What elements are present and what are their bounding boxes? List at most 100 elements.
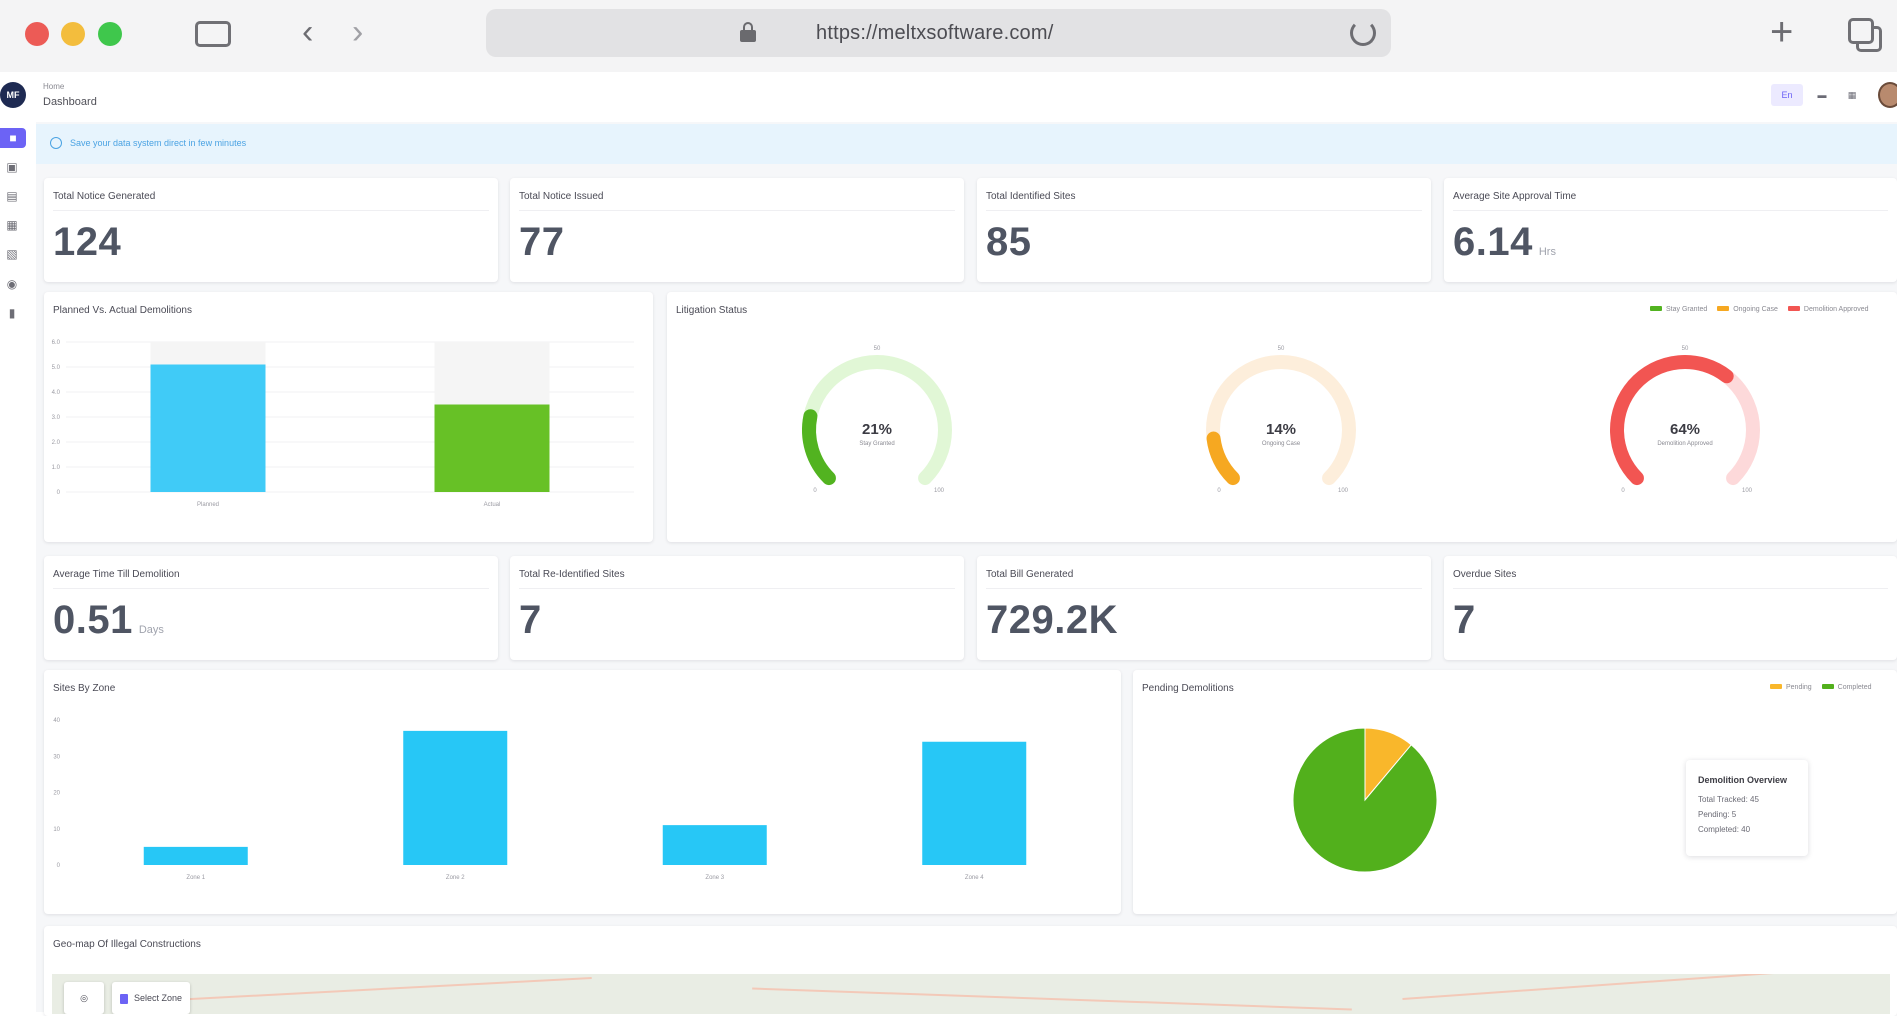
gauge-value-arc — [1206, 431, 1240, 486]
gauge-tick-max: 100 — [1742, 488, 1753, 494]
pie-slice-completed — [1292, 727, 1438, 873]
gauge-tick-mid: 50 — [1682, 346, 1689, 352]
bar-planned — [150, 364, 266, 492]
chart-title: Litigation Status — [676, 305, 748, 316]
kpi-title: Total Notice Issued — [519, 191, 604, 202]
pending-legend: Pending Completed — [1762, 684, 1872, 691]
x-tick-label: Zone 2 — [446, 875, 465, 881]
legend-ongoing-case[interactable]: Ongoing Case — [1733, 306, 1778, 313]
kpi-title: Total Identified Sites — [986, 191, 1076, 202]
kpi-unit: Days — [138, 624, 164, 636]
close-window-button[interactable] — [25, 22, 49, 46]
gauge-tick-max: 100 — [934, 488, 945, 494]
minimize-window-button[interactable] — [61, 22, 85, 46]
gauge-percent: 64% — [1670, 421, 1700, 438]
geo-map[interactable]: ◎ Select Zone — [52, 974, 1890, 1014]
locate-icon: ◎ — [80, 993, 88, 1003]
legend-swatch-red — [1787, 306, 1800, 312]
y-tick-label: 10 — [53, 827, 60, 833]
kpi-title: Total Bill Generated — [986, 569, 1074, 580]
new-tab-plus-icon[interactable]: + — [1770, 10, 1794, 54]
x-tick-label: Actual — [484, 502, 501, 508]
geo-map-card: Geo-map Of Illegal Constructions ◎ Selec… — [44, 926, 1897, 1016]
language-button[interactable]: En — [1771, 84, 1803, 106]
select-zone-label: Select Zone — [134, 993, 183, 1003]
kpi-value: 85 — [986, 220, 1032, 264]
gauge-value-arc — [1610, 355, 1734, 486]
nav-calendar-icon[interactable]: ▦ — [6, 218, 18, 232]
reload-icon[interactable] — [1350, 20, 1376, 46]
x-tick-label: Zone 3 — [705, 875, 724, 881]
app-logo[interactable]: MF — [0, 82, 26, 108]
legend-pending[interactable]: Pending — [1786, 684, 1812, 691]
y-tick-label: 2.0 — [52, 440, 61, 446]
planned-vs-actual-card: Planned Vs. Actual Demolitions 6.0 5.0 4.0… — [44, 292, 653, 542]
chart-title: Planned Vs. Actual Demolitions — [53, 305, 192, 316]
kpi-card-time-till-demolition: Average Time Till Demolition 0.51 Days — [44, 556, 498, 660]
y-tick-label: 5.0 — [52, 365, 61, 371]
bar-actual — [434, 404, 550, 492]
kpi-value: 6.14 Hrs — [1453, 220, 1556, 264]
kpi-value: 7 — [519, 598, 542, 642]
pending-demolitions-card: Pending Demolitions Pending Completed De… — [1133, 670, 1897, 914]
sidebar-toggle-icon[interactable] — [195, 21, 231, 47]
alert-text: Save your data system direct in few minu… — [70, 138, 247, 148]
kpi-title: Total Notice Generated — [53, 191, 156, 202]
address-bar[interactable]: https://meltxsoftware.com/ — [486, 9, 1391, 57]
kpi-unit: Hrs — [1538, 246, 1556, 258]
gauge-percent: 21% — [862, 421, 892, 438]
legend-swatch-completed — [1821, 684, 1834, 690]
kpi-value: 124 — [53, 220, 122, 264]
gauge-tick-min: 0 — [813, 488, 817, 494]
litigation-status-card: Litigation Status Stay Granted Ongoing C… — [667, 292, 1897, 542]
nav-sites-icon[interactable]: ▣ — [6, 160, 18, 174]
kpi-title: Overdue Sites — [1453, 569, 1517, 580]
kpi-card-notice-issued: Total Notice Issued 77 — [510, 178, 964, 282]
url-text[interactable]: https://meltxsoftware.com/ — [816, 22, 1054, 44]
legend-swatch-pending — [1770, 684, 1782, 690]
y-tick-label: 1.0 — [52, 465, 61, 471]
lock-icon — [740, 22, 756, 42]
apps-grid-icon[interactable]: ▦ — [1847, 90, 1857, 100]
nav-reports-icon[interactable]: ▮ — [8, 306, 16, 320]
litigation-legend: Stay Granted Ongoing Case Demolition App… — [1642, 306, 1869, 313]
legend-stay-granted[interactable]: Stay Granted — [1666, 306, 1708, 313]
pending-demolitions-pie — [1292, 727, 1438, 873]
y-tick-label: 20 — [53, 791, 60, 797]
kpi-card-overdue-sites: Overdue Sites 7 — [1444, 556, 1897, 660]
kpi-value: 729.2K — [986, 598, 1118, 642]
maximize-window-button[interactable] — [98, 22, 122, 46]
gauge-value-arc — [802, 409, 836, 486]
nav-notices-icon[interactable]: ▤ — [6, 189, 18, 203]
info-alert: Save your data system direct in few minu… — [36, 124, 1897, 164]
planned-vs-actual-chart: 6.0 5.0 4.0 3.0 2.0 1.0 0 Planned Actual — [52, 340, 634, 508]
left-rail: MF ■ ▣ ▤ ▦ ▧ ◉ ▮ — [0, 72, 36, 1012]
bar-zone-3 — [662, 825, 767, 865]
map-locate-button[interactable]: ◎ — [64, 982, 104, 1014]
bar-zone-1 — [143, 846, 248, 865]
zone-icon — [120, 993, 128, 1004]
nav-documents-icon[interactable]: ▧ — [6, 247, 18, 261]
kpi-card-identified-sites: Total Identified Sites 85 — [977, 178, 1431, 282]
nav-settings-icon[interactable]: ◉ — [6, 277, 18, 291]
y-tick-label: 6.0 — [52, 340, 61, 346]
tooltip-line: Completed: 40 — [1698, 825, 1751, 834]
select-zone-button[interactable]: Select Zone — [112, 982, 190, 1014]
nav-dashboard-icon[interactable]: ■ — [0, 128, 26, 148]
top-bar: Home Dashboard En ▬ ▦ — [36, 72, 1897, 122]
x-tick-label: Zone 4 — [965, 875, 984, 881]
user-avatar[interactable] — [1878, 82, 1897, 108]
legend-completed[interactable]: Completed — [1837, 684, 1872, 691]
chart-title: Geo-map Of Illegal Constructions — [53, 939, 201, 950]
tooltip-line: Total Tracked: 45 — [1698, 795, 1759, 804]
forward-arrow-icon[interactable]: › — [352, 13, 364, 51]
theme-toggle-icon[interactable]: ▬ — [1817, 90, 1827, 100]
legend-demolition-approved[interactable]: Demolition Approved — [1803, 306, 1869, 313]
breadcrumb-home[interactable]: Home — [43, 82, 65, 91]
gauge-tick-min: 0 — [1217, 488, 1221, 494]
back-arrow-icon[interactable]: ‹ — [302, 13, 314, 51]
tab-overview-icon[interactable] — [1848, 18, 1874, 44]
y-tick-label: 40 — [53, 718, 60, 724]
chart-title: Sites By Zone — [53, 683, 116, 694]
legend-swatch-green — [1650, 306, 1662, 312]
